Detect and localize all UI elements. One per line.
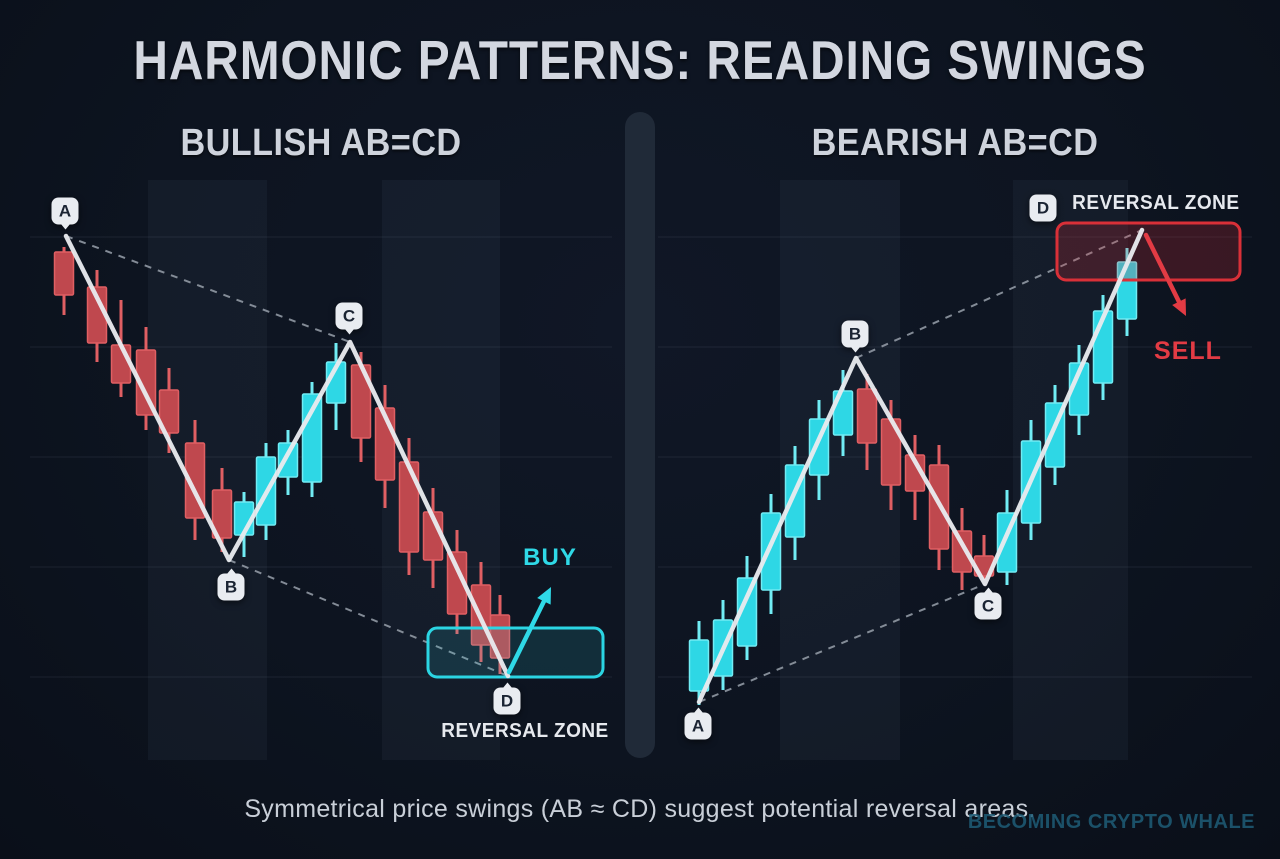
bullish-signal-arrowhead [537, 587, 551, 605]
pattern-dashed-line [855, 229, 1143, 359]
candle-body-bearish [110, 344, 132, 384]
point-badge-bearish-a: A [684, 707, 712, 740]
panel-divider [625, 112, 655, 758]
panel-title-bullish: BULLISH AB=CD [180, 122, 462, 164]
candle-body-bearish [135, 349, 157, 416]
point-badge-bullish-c: C [335, 302, 363, 335]
point-badge-bearish-d: D [1029, 194, 1057, 222]
bearish-chart [658, 180, 1252, 760]
candle-body-bearish [951, 530, 973, 573]
candle-body-bullish [736, 577, 758, 647]
pattern-dashed-line [65, 235, 351, 343]
point-badge-bullish-a: A [51, 197, 79, 230]
bearish-reversal-zone-box [1055, 221, 1242, 282]
reversal-zone-label-bullish: REVERSAL ZONE [441, 720, 609, 742]
sell-label: SELL [1154, 337, 1222, 365]
watermark-text: BECOMING CRYPTO WHALE [967, 811, 1255, 833]
candle-body-bullish [688, 639, 710, 692]
point-badge-bullish-b: B [217, 568, 245, 601]
caption-text: Symmetrical price swings (AB ≈ CD) sugge… [244, 795, 1036, 823]
candle-body-bearish [446, 551, 468, 615]
point-badge-bearish-b: B [841, 320, 869, 353]
swing-zigzag-line [63, 233, 511, 679]
bearish-signal-arrow [1143, 232, 1182, 304]
bullish-chart [30, 180, 612, 760]
candle-body-bearish [211, 489, 233, 539]
point-badge-bullish-d: D [493, 682, 521, 715]
reversal-zone-label-bearish: REVERSAL ZONE [1072, 192, 1240, 214]
bullish-signal-arrow [506, 599, 547, 675]
candle-body-bearish [398, 461, 420, 553]
point-badge-bearish-c: C [974, 587, 1002, 620]
bullish-reversal-zone-box [426, 626, 605, 679]
buy-label: BUY [523, 544, 577, 571]
column-band [148, 180, 267, 760]
bearish-signal-arrowhead [1172, 298, 1186, 316]
page-title: HARMONIC PATTERNS: READING SWINGS [133, 29, 1147, 91]
candle-body-bearish [53, 251, 75, 296]
swing-zigzag-line [696, 227, 1145, 705]
panel-title-bearish: BEARISH AB=CD [811, 122, 1099, 164]
candle-body-bullish [277, 442, 299, 478]
candle-body-bearish [856, 388, 878, 444]
candle-body-bearish [904, 454, 926, 492]
pattern-dashed-line [698, 583, 986, 703]
candle-body-bearish [158, 389, 180, 434]
